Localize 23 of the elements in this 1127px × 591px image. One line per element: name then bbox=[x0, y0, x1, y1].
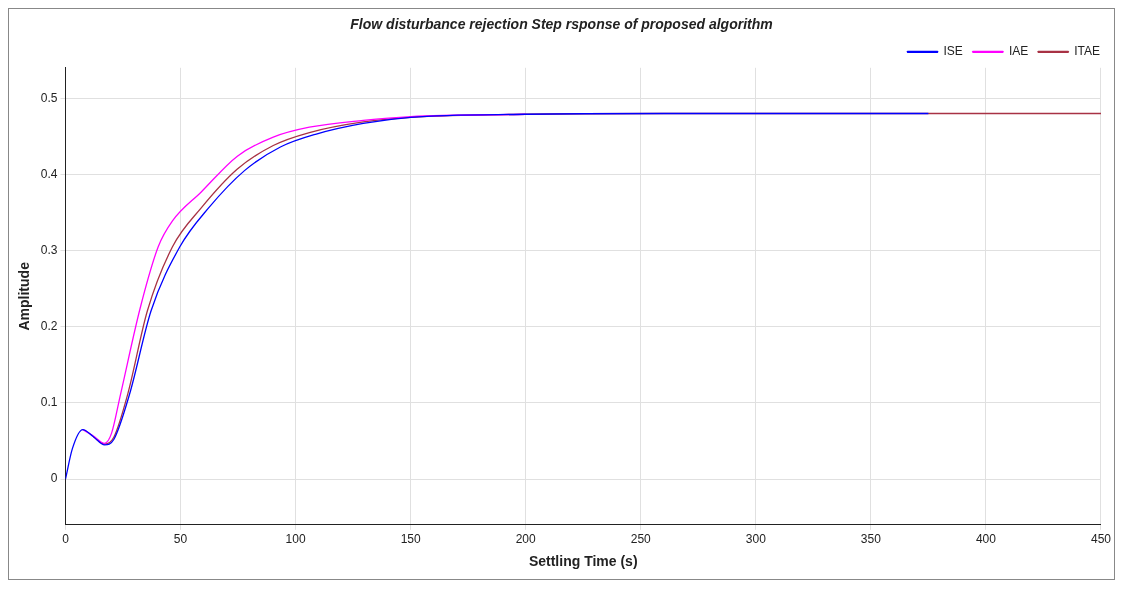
x-tick-label: 300 bbox=[745, 532, 767, 547]
x-tick-label: 350 bbox=[860, 532, 882, 547]
chart-title: Flow disturbance rejection Step rsponse of proposed algorithm bbox=[350, 16, 773, 33]
x-tick-label: 400 bbox=[975, 532, 997, 547]
legend-label: ITAE bbox=[1074, 44, 1100, 59]
y-tick-label: 0.5 bbox=[40, 90, 58, 105]
x-axis-title: Settling Time (s) bbox=[528, 553, 638, 570]
y-tick-label: 0.3 bbox=[40, 242, 58, 257]
line-series bbox=[65, 112, 930, 480]
legend-label: IAE bbox=[1008, 44, 1029, 59]
y-axis-title: Amplitude bbox=[16, 261, 33, 331]
x-tick-label: 200 bbox=[515, 532, 537, 547]
x-tick-label: 100 bbox=[285, 532, 306, 547]
y-tick-label: 0 bbox=[50, 471, 58, 486]
x-tick-label: 150 bbox=[400, 532, 421, 547]
y-tick-label: 0.4 bbox=[40, 166, 58, 181]
x-tick-label: 50 bbox=[173, 532, 188, 547]
legend-label: ISE bbox=[943, 44, 963, 59]
x-tick-label: 250 bbox=[630, 532, 652, 547]
y-tick-label: 0.2 bbox=[40, 319, 58, 334]
x-tick-label: 450 bbox=[1090, 532, 1112, 547]
y-tick-label: 0.1 bbox=[40, 395, 58, 410]
x-tick-label: 0 bbox=[62, 532, 70, 547]
